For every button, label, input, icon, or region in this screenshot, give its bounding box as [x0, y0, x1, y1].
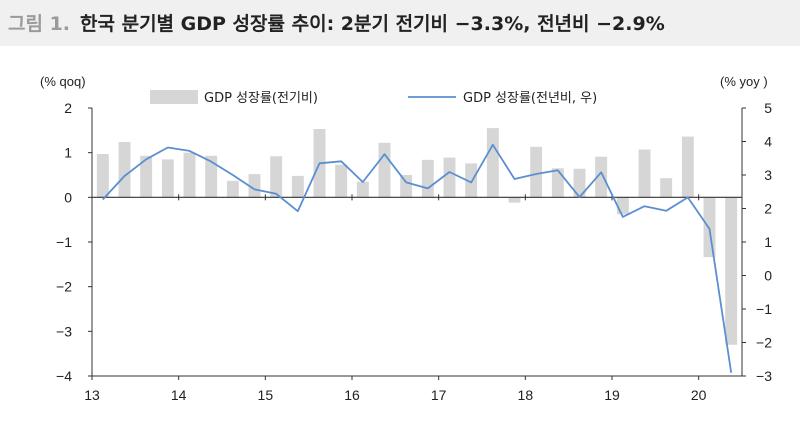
left-tick-label: −4: [56, 368, 72, 384]
qoq-bar: [551, 168, 564, 198]
legend-label-yoy: GDP 성장률(전년비, 우): [463, 91, 597, 106]
gdp-growth-chart: 2 1 0 −1 −2 −3 −4 5 4 3 2 1 0 −1 −2 −3 13 14 15 16 17 18 19 20 (…: [40, 74, 772, 403]
qoq-bar: [248, 174, 261, 198]
yoy-line: [102, 143, 733, 373]
tick-labels: 2 1 0 −1 −2 −3 −4 5 4 3 2 1 0 −1 −2 −3 13 14 15 16 17 18 19 20 (…: [40, 74, 772, 403]
right-tick-label: −2: [756, 335, 772, 351]
left-tick-label: −2: [56, 279, 72, 295]
qoq-bar: [616, 197, 629, 215]
qoq-bar: [96, 154, 109, 198]
chart-title-text: 한국 분기별 GDP 성장률 추이: 2분기 전기비 −3.3%, 전년비 −2…: [80, 13, 665, 35]
legend-swatch-qoq: [150, 90, 198, 104]
qoq-bar: [530, 146, 543, 198]
right-tick-label: 5: [764, 100, 772, 116]
qoq-bar: [183, 152, 196, 198]
qoq-bar: [118, 141, 131, 198]
chart-title: 그림 1. 한국 분기별 GDP 성장률 추이: 2분기 전기비 −3.3%, 전…: [8, 9, 665, 36]
right-tick-label: 1: [764, 234, 772, 250]
qoq-bar: [335, 164, 348, 198]
x-tick-label: 16: [344, 387, 360, 403]
left-tick-label: 1: [64, 145, 72, 161]
qoq-bar: [270, 156, 283, 198]
qoq-bar: [443, 157, 456, 198]
yoy-line-layer: [102, 143, 733, 373]
qoq-bar: [486, 128, 499, 198]
legend: GDP 성장률(전기비) GDP 성장률(전년비, 우): [150, 90, 597, 106]
title-bar: 그림 1. 한국 분기별 GDP 성장률 추이: 2분기 전기비 −3.3%, 전…: [0, 0, 800, 46]
right-tick-label: −1: [756, 301, 772, 317]
qoq-bar: [508, 197, 521, 203]
x-tick-label: 15: [258, 387, 274, 403]
qoq-bar: [660, 178, 673, 198]
qoq-bar: [205, 155, 218, 198]
qoq-bars: [96, 128, 738, 345]
qoq-bar: [161, 159, 174, 198]
qoq-bar: [378, 142, 391, 198]
qoq-bar: [703, 197, 716, 258]
qoq-bar: [226, 180, 239, 198]
qoq-bar: [681, 136, 694, 198]
figure-label: 그림 1.: [8, 13, 71, 35]
x-tick-label: 20: [691, 387, 707, 403]
x-tick-label: 14: [171, 387, 187, 403]
x-tick-label: 18: [518, 387, 534, 403]
qoq-bar: [638, 149, 651, 198]
right-tick-label: 4: [764, 134, 772, 150]
left-tick-label: 2: [64, 100, 72, 116]
left-tick-label: −1: [56, 234, 72, 250]
qoq-bar: [421, 159, 434, 198]
x-tick-label: 19: [604, 387, 620, 403]
qoq-bar: [725, 197, 738, 345]
x-tick-label: 17: [431, 387, 447, 403]
qoq-bar: [140, 155, 153, 198]
right-tick-label: 2: [764, 201, 772, 217]
right-tick-label: −3: [756, 368, 772, 384]
qoq-bar: [465, 163, 478, 198]
qoq-bar: [291, 175, 304, 198]
axes: [88, 107, 746, 380]
qoq-bar: [356, 181, 369, 198]
x-tick-label: 13: [84, 387, 100, 403]
left-tick-label: −3: [56, 323, 72, 339]
legend-label-qoq: GDP 성장률(전기비): [204, 91, 318, 106]
right-tick-label: 0: [764, 268, 772, 284]
left-unit-label: (% qoq): [40, 74, 86, 89]
right-unit-label: (% yoy ): [720, 74, 768, 89]
qoq-bar: [595, 156, 608, 198]
qoq-bar: [400, 175, 413, 198]
qoq-bar: [573, 168, 586, 198]
right-tick-label: 3: [764, 167, 772, 183]
left-tick-label: 0: [64, 189, 72, 205]
